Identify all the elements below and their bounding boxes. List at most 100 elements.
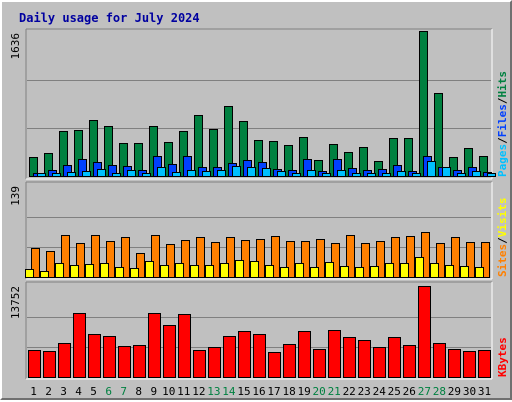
- bar-visits: [460, 266, 469, 278]
- bar-kbytes: [388, 337, 401, 378]
- bar-visits: [295, 263, 304, 278]
- bar-sites: [211, 242, 220, 278]
- bar-sites: [361, 243, 370, 278]
- bar-kbytes: [298, 331, 311, 378]
- bar-pages: [127, 170, 136, 177]
- bar-kbytes: [58, 343, 71, 378]
- bar-kbytes: [448, 349, 461, 378]
- x-tick-label: 23: [358, 385, 371, 398]
- bar-kbytes: [313, 349, 326, 378]
- x-tick-label: 12: [192, 385, 205, 398]
- bar-pages: [457, 173, 466, 177]
- bar-kbytes: [103, 336, 116, 378]
- bar-visits: [70, 265, 79, 278]
- bar-sites: [196, 237, 205, 278]
- bar-sites: [451, 237, 460, 278]
- x-tick-label: 16: [252, 385, 265, 398]
- series-pages: [37, 161, 496, 177]
- x-tick-label: 18: [282, 385, 295, 398]
- bar-sites: [391, 237, 400, 278]
- bar-sites: [46, 251, 55, 278]
- bar-pages: [97, 169, 106, 177]
- bar-visits: [400, 263, 409, 278]
- legend-kbytes: KBytes: [496, 337, 509, 377]
- bar-visits: [325, 262, 334, 278]
- x-tick-label: 25: [388, 385, 401, 398]
- bar-visits: [235, 260, 244, 278]
- x-tick-label: 15: [237, 385, 250, 398]
- x-tick-label: 20: [312, 385, 325, 398]
- x-tick-label: 1: [30, 385, 37, 398]
- bar-pages: [187, 170, 196, 177]
- bar-sites: [121, 237, 130, 278]
- x-tick-label: 21: [328, 385, 341, 398]
- bar-sites: [151, 235, 160, 278]
- bar-pages: [442, 167, 451, 177]
- bar-pages: [292, 173, 301, 177]
- bar-kbytes: [193, 350, 206, 378]
- bar-pages: [307, 170, 316, 177]
- bar-visits: [40, 271, 49, 278]
- bar-pages: [382, 173, 391, 177]
- legend-separator: /: [496, 237, 509, 244]
- y-max-label: 1636: [9, 33, 22, 60]
- x-tick-label: 26: [403, 385, 416, 398]
- x-tick-label: 19: [297, 385, 310, 398]
- bar-sites: [286, 241, 295, 278]
- bar-hits: [419, 31, 428, 177]
- bar-kbytes: [328, 330, 341, 378]
- legend-entry-files: Files: [496, 104, 509, 137]
- bar-visits: [265, 265, 274, 278]
- bar-pages: [37, 173, 46, 177]
- bar-pages: [217, 170, 226, 177]
- bar-kbytes: [73, 313, 86, 378]
- legend-entry-visits: Visits: [496, 198, 509, 238]
- x-tick-label: 10: [162, 385, 175, 398]
- x-tick-label: 13: [207, 385, 220, 398]
- bar-visits: [55, 263, 64, 278]
- bar-visits: [25, 269, 34, 278]
- bar-pages: [322, 173, 331, 177]
- bar-pages: [172, 172, 181, 177]
- bar-pages: [247, 167, 256, 177]
- bar-kbytes: [253, 334, 266, 378]
- bar-sites: [466, 242, 475, 278]
- legend-separator: /: [496, 97, 509, 104]
- bar-kbytes: [208, 347, 221, 378]
- bar-visits: [190, 265, 199, 278]
- bar-visits: [130, 268, 139, 278]
- x-tick-label: 2: [45, 385, 52, 398]
- bar-sites: [346, 235, 355, 278]
- bar-sites: [481, 242, 490, 278]
- chart-title: Daily usage for July 2024: [19, 11, 200, 25]
- y-max-label: 139: [9, 186, 22, 206]
- bar-pages: [142, 173, 151, 177]
- bar-kbytes: [118, 346, 131, 378]
- bar-kbytes: [433, 343, 446, 378]
- bar-pages: [412, 173, 421, 177]
- x-tick-label: 11: [177, 385, 190, 398]
- bar-visits: [340, 266, 349, 278]
- bar-kbytes: [133, 345, 146, 378]
- x-tick-label: 29: [448, 385, 461, 398]
- bar-sites: [106, 241, 115, 278]
- x-tick-label: 8: [135, 385, 142, 398]
- bar-pages: [487, 173, 496, 177]
- series-hits: [29, 31, 488, 177]
- bar-kbytes: [223, 336, 236, 378]
- bar-pages: [367, 173, 376, 177]
- bar-visits: [145, 261, 154, 278]
- bar-kbytes: [283, 344, 296, 378]
- bar-sites: [181, 240, 190, 278]
- bar-pages: [232, 166, 241, 177]
- bar-sites: [331, 243, 340, 278]
- bar-kbytes: [148, 313, 161, 378]
- x-tick-label: 28: [433, 385, 446, 398]
- bar-sites: [376, 241, 385, 278]
- bar-sites: [76, 243, 85, 278]
- bar-visits: [220, 263, 229, 278]
- legend-entry-hits: Hits: [496, 71, 509, 98]
- x-tick-label: 7: [120, 385, 127, 398]
